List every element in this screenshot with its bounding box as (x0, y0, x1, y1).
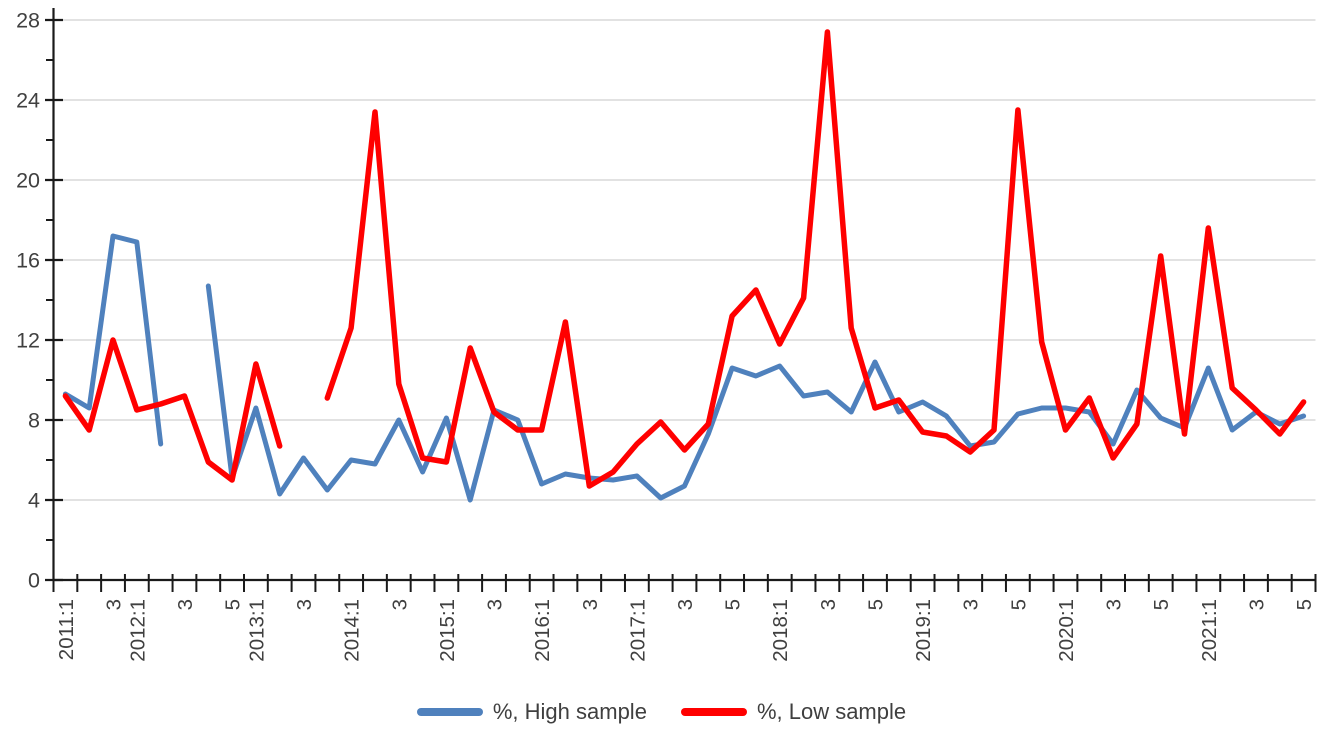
svg-text:16: 16 (16, 249, 40, 273)
svg-text:3: 3 (817, 599, 840, 610)
chart-legend: %, High sample %, Low sample (0, 699, 1323, 725)
high-sample-line-swatch-icon (416, 708, 483, 716)
svg-text:5: 5 (1007, 599, 1030, 610)
svg-text:2020:1: 2020:1 (1055, 599, 1078, 662)
svg-text:3: 3 (293, 599, 316, 610)
svg-text:2012:1: 2012:1 (126, 599, 149, 662)
svg-text:2014:1: 2014:1 (341, 599, 364, 662)
svg-text:3: 3 (674, 599, 697, 610)
svg-text:2018:1: 2018:1 (769, 599, 792, 662)
svg-text:24: 24 (16, 89, 40, 113)
svg-text:20: 20 (16, 169, 40, 193)
svg-text:3: 3 (484, 599, 507, 610)
svg-text:3: 3 (1103, 599, 1126, 610)
legend-label-high-sample: %, High sample (492, 699, 647, 724)
low-sample-line-swatch-icon (680, 708, 747, 716)
svg-text:2021:1: 2021:1 (1198, 599, 1221, 662)
svg-text:3: 3 (579, 599, 602, 610)
svg-text:2015:1: 2015:1 (436, 599, 459, 662)
svg-text:0: 0 (28, 569, 40, 593)
legend-label-low-sample: %, Low sample (756, 699, 907, 724)
svg-text:12: 12 (16, 329, 40, 353)
svg-text:5: 5 (222, 599, 245, 610)
svg-text:4: 4 (28, 489, 40, 513)
svg-text:3: 3 (1246, 599, 1269, 610)
svg-text:2019:1: 2019:1 (912, 599, 935, 662)
svg-text:3: 3 (174, 599, 197, 610)
legend-item-high-sample: %, High sample (416, 699, 647, 725)
svg-text:5: 5 (1150, 599, 1173, 610)
svg-text:3: 3 (960, 599, 983, 610)
svg-text:5: 5 (722, 599, 745, 610)
svg-text:2017:1: 2017:1 (626, 599, 649, 662)
svg-text:2011:1: 2011:1 (55, 599, 78, 660)
svg-text:3: 3 (388, 599, 411, 610)
svg-text:2016:1: 2016:1 (531, 599, 554, 662)
svg-text:3: 3 (103, 599, 126, 610)
svg-text:5: 5 (865, 599, 888, 610)
svg-text:2013:1: 2013:1 (245, 599, 268, 662)
svg-text:5: 5 (1293, 599, 1316, 610)
svg-text:28: 28 (16, 9, 40, 33)
legend-item-low-sample: %, Low sample (680, 699, 907, 725)
svg-text:8: 8 (28, 409, 40, 433)
